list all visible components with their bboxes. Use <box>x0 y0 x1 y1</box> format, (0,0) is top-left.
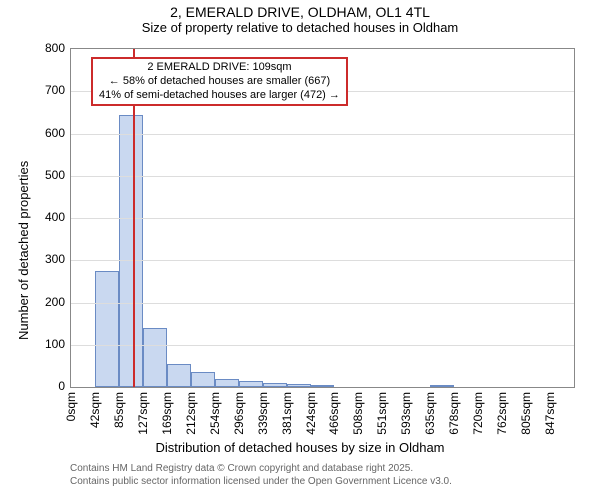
y-tick-label: 700 <box>25 83 65 97</box>
y-tick-label: 600 <box>25 126 65 140</box>
chart-plot-area: 2 EMERALD DRIVE: 109sqm← 58% of detached… <box>70 48 575 388</box>
y-tick-label: 100 <box>25 337 65 351</box>
y-tick-label: 0 <box>25 379 65 393</box>
x-tick-label: 127sqm <box>136 392 150 435</box>
title-line-1: 2, EMERALD DRIVE, OLDHAM, OL1 4TL <box>0 4 600 20</box>
x-tick-label: 466sqm <box>327 392 341 435</box>
x-tick-label: 169sqm <box>160 392 174 435</box>
x-tick-label: 508sqm <box>351 392 365 435</box>
chart-title-block: 2, EMERALD DRIVE, OLDHAM, OL1 4TL Size o… <box>0 0 600 35</box>
x-tick-label: 720sqm <box>471 392 485 435</box>
y-tick-label: 500 <box>25 168 65 182</box>
annotation-line: 41% of semi-detached houses are larger (… <box>99 89 340 103</box>
histogram-bar <box>191 372 215 387</box>
x-tick-label: 805sqm <box>519 392 533 435</box>
y-gridline <box>71 176 574 177</box>
x-tick-label: 551sqm <box>375 392 389 435</box>
y-gridline <box>71 345 574 346</box>
y-tick-label: 200 <box>25 295 65 309</box>
y-tick-label: 800 <box>25 41 65 55</box>
x-tick-label: 85sqm <box>112 392 126 428</box>
histogram-bar <box>95 271 119 387</box>
histogram-bar <box>215 379 239 387</box>
histogram-bar <box>143 328 167 387</box>
x-tick-label: 339sqm <box>256 392 270 435</box>
y-gridline <box>71 218 574 219</box>
x-tick-label: 42sqm <box>88 392 102 428</box>
x-tick-label: 254sqm <box>208 392 222 435</box>
x-tick-label: 635sqm <box>423 392 437 435</box>
histogram-bar <box>263 383 287 387</box>
x-axis-label: Distribution of detached houses by size … <box>0 440 600 455</box>
x-tick-label: 424sqm <box>304 392 318 435</box>
y-gridline <box>71 134 574 135</box>
x-tick-label: 762sqm <box>495 392 509 435</box>
annotation-line: 2 EMERALD DRIVE: 109sqm <box>99 61 340 75</box>
x-tick-label: 0sqm <box>64 392 78 421</box>
y-axis-label: Number of detached properties <box>16 161 31 340</box>
x-tick-label: 296sqm <box>232 392 246 435</box>
histogram-bar <box>430 385 454 387</box>
annotation-line: ← 58% of detached houses are smaller (66… <box>99 75 340 89</box>
attribution-line-1: Contains HM Land Registry data © Crown c… <box>70 462 452 475</box>
y-gridline <box>71 260 574 261</box>
attribution-line-2: Contains public sector information licen… <box>70 475 452 488</box>
y-tick-label: 400 <box>25 210 65 224</box>
histogram-bar <box>311 385 335 387</box>
histogram-bar <box>287 384 311 387</box>
title-line-2: Size of property relative to detached ho… <box>0 20 600 35</box>
histogram-bar <box>167 364 191 387</box>
x-tick-label: 847sqm <box>543 392 557 435</box>
x-tick-label: 593sqm <box>399 392 413 435</box>
x-tick-label: 381sqm <box>280 392 294 435</box>
annotation-box: 2 EMERALD DRIVE: 109sqm← 58% of detached… <box>91 57 348 106</box>
y-tick-label: 300 <box>25 252 65 266</box>
histogram-bar <box>119 115 143 388</box>
y-gridline <box>71 303 574 304</box>
attribution-text: Contains HM Land Registry data © Crown c… <box>70 462 452 488</box>
x-tick-label: 678sqm <box>447 392 461 435</box>
x-tick-label: 212sqm <box>184 392 198 435</box>
histogram-bar <box>239 381 263 387</box>
